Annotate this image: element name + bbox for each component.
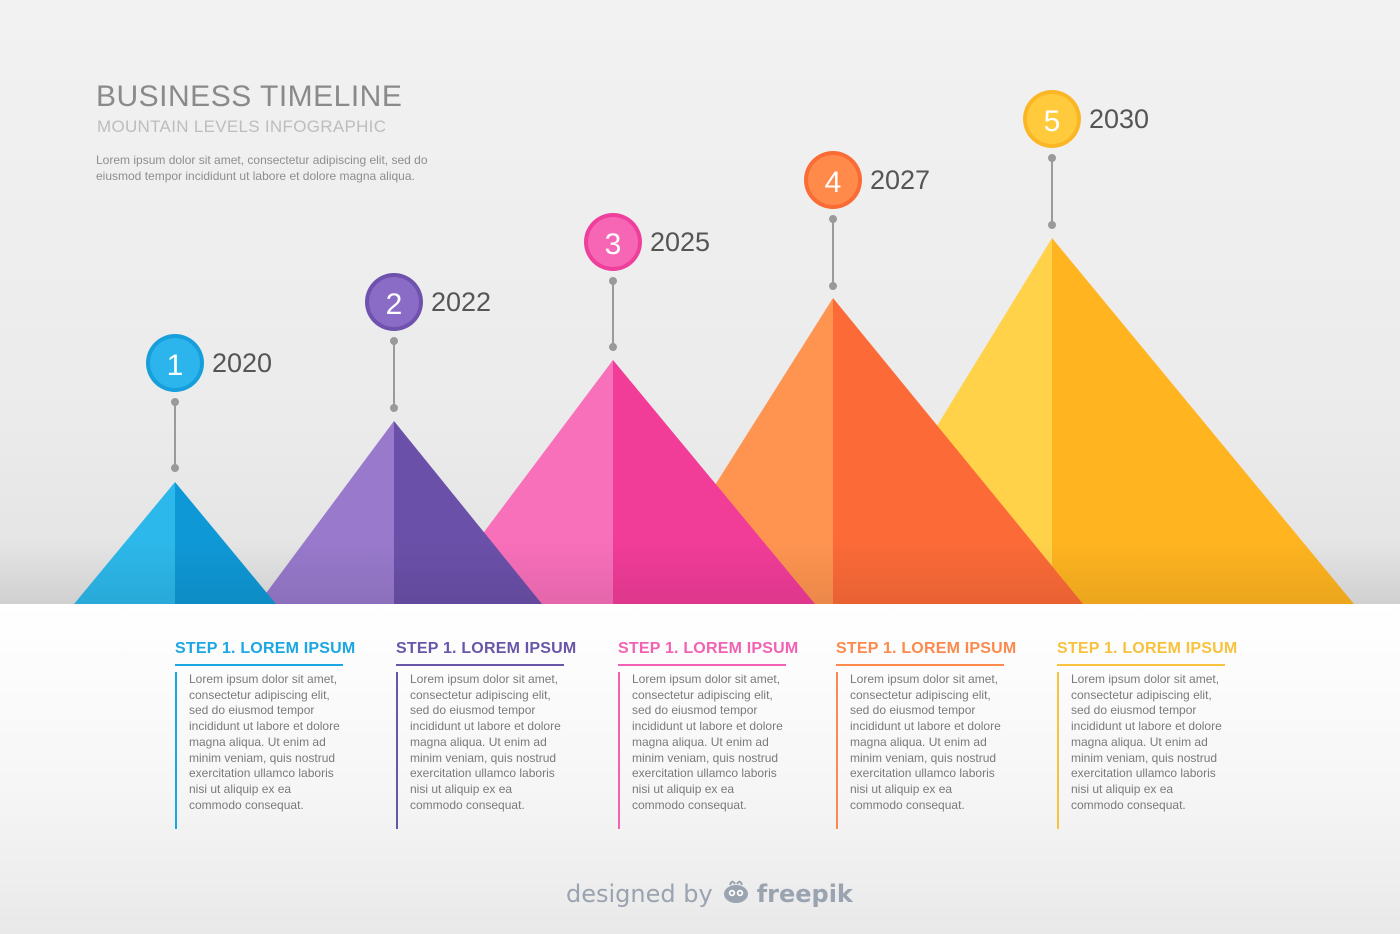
milestone-number-5: 5: [1044, 105, 1061, 138]
milestone-badge-5: 5: [1023, 90, 1081, 148]
step-text-5: Lorem ipsum dolor sit amet, consectetur …: [1057, 672, 1225, 829]
connector-dot-top-4: [829, 215, 837, 223]
connector-dot-bottom-5: [1048, 221, 1056, 229]
milestone-year-1: 2020: [212, 348, 272, 378]
milestone-year-3: 2025: [650, 227, 710, 257]
page-description: Lorem ipsum dolor sit amet, consectetur …: [96, 153, 428, 183]
step-text-2: Lorem ipsum dolor sit amet, consectetur …: [396, 672, 564, 829]
step-block-4: STEP 1. LOREM IPSUM Lorem ipsum dolor si…: [836, 640, 1016, 829]
connector-dot-top-5: [1048, 154, 1056, 162]
step-block-1: STEP 1. LOREM IPSUM Lorem ipsum dolor si…: [175, 640, 355, 829]
step-title-3: STEP 1. LOREM IPSUM: [618, 640, 798, 666]
page-title: BUSINESS TIMELINE: [96, 80, 403, 113]
milestone-year-4: 2027: [870, 165, 930, 195]
milestone-badge-4: 4: [804, 151, 862, 209]
step-text-1: Lorem ipsum dolor sit amet, consectetur …: [175, 672, 343, 829]
step-title-1: STEP 1. LOREM IPSUM: [175, 640, 355, 666]
step-title-2: STEP 1. LOREM IPSUM: [396, 640, 576, 666]
step-text-4: Lorem ipsum dolor sit amet, consectetur …: [836, 672, 1004, 829]
step-block-5: STEP 1. LOREM IPSUM Lorem ipsum dolor si…: [1057, 640, 1237, 829]
milestone-number-2: 2: [386, 288, 403, 321]
milestone-number-4: 4: [825, 166, 842, 199]
milestone-badge-3: 3: [584, 213, 642, 271]
connector-dot-top-3: [609, 277, 617, 285]
connector-dot-top-2: [390, 337, 398, 345]
step-block-2: STEP 1. LOREM IPSUM Lorem ipsum dolor si…: [396, 640, 576, 829]
lower-background: [0, 604, 1400, 934]
page-subtitle: MOUNTAIN LEVELS INFOGRAPHIC: [97, 117, 387, 136]
step-text-3: Lorem ipsum dolor sit amet, consectetur …: [618, 672, 786, 829]
credit-brand: freepik: [756, 880, 853, 908]
freepik-logo-icon: [721, 877, 751, 911]
milestone-year-5: 2030: [1089, 104, 1149, 134]
step-block-3: STEP 1. LOREM IPSUM Lorem ipsum dolor si…: [618, 640, 798, 829]
milestone-number-1: 1: [167, 349, 184, 382]
milestone-year-2: 2022: [431, 287, 491, 317]
step-title-5: STEP 1. LOREM IPSUM: [1057, 640, 1237, 666]
credit-line: designed by freepik: [566, 874, 853, 914]
ground-shadow: [0, 540, 1400, 604]
milestone-number-3: 3: [605, 228, 622, 261]
credit-prefix: designed by: [566, 880, 713, 908]
connector-dot-bottom-2: [390, 404, 398, 412]
step-title-4: STEP 1. LOREM IPSUM: [836, 640, 1016, 666]
milestone-badge-2: 2: [365, 273, 423, 331]
milestone-badge-1: 1: [146, 334, 204, 392]
connector-dot-top-1: [171, 398, 179, 406]
connector-dot-bottom-4: [829, 282, 837, 290]
connector-dot-bottom-3: [609, 343, 617, 351]
connector-dot-bottom-1: [171, 464, 179, 472]
